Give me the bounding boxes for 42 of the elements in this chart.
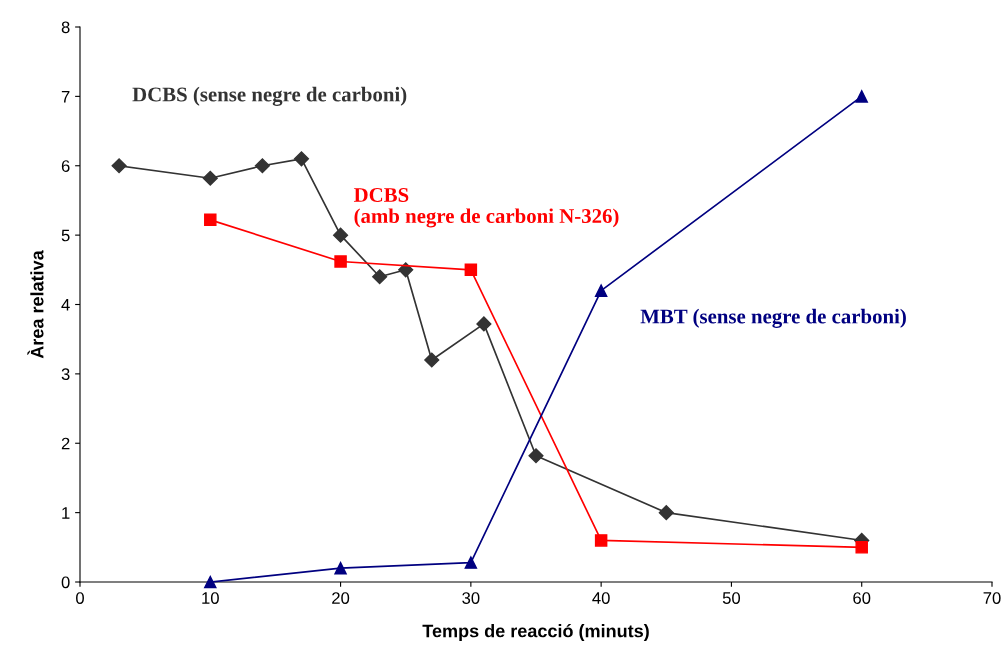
- point: [594, 284, 608, 297]
- x-tick-label: 50: [722, 592, 741, 604]
- x-tick-label: 20: [332, 592, 350, 604]
- x-tick-label: 10: [202, 592, 219, 604]
- point: [202, 170, 218, 186]
- point: [855, 541, 868, 554]
- point: [424, 352, 440, 368]
- y-tick-label: 4: [61, 299, 70, 311]
- y-tick-label: 3: [61, 368, 70, 381]
- y-tick-label: 5: [61, 229, 70, 242]
- x-tick-label: 0: [76, 592, 84, 604]
- point: [528, 448, 544, 464]
- y-axis-title: Àrea relativa: [27, 250, 44, 359]
- series-label: DCBS (amb negre de carboni N-326): [353, 187, 619, 228]
- point: [658, 505, 674, 521]
- y-tick-label: 2: [61, 437, 70, 450]
- point: [111, 158, 127, 174]
- point: [333, 227, 349, 243]
- y-tick-label: 6: [61, 160, 70, 172]
- y-tick-label: 7: [61, 90, 70, 103]
- x-tick-label: 60: [853, 592, 871, 604]
- point: [464, 263, 478, 277]
- x-tick-label: 70: [983, 592, 1001, 604]
- x-tick-label: 30: [462, 592, 480, 604]
- x-tick-label: 40: [592, 592, 610, 604]
- point: [334, 255, 347, 268]
- x-axis-title: Temps de reacció (minuts): [422, 623, 649, 641]
- y-tick-label: 8: [61, 21, 70, 34]
- point: [855, 90, 868, 103]
- point: [476, 316, 492, 332]
- point: [594, 534, 608, 547]
- point: [334, 561, 347, 575]
- text: DCBS (sense negre de carboni): [132, 86, 407, 106]
- point: [204, 575, 217, 589]
- point: [464, 556, 478, 569]
- y-tick-label: 1: [62, 507, 70, 519]
- y-tick-label: 0: [61, 576, 70, 589]
- point: [372, 269, 388, 285]
- point: [204, 213, 217, 227]
- point: [254, 158, 270, 174]
- series-label: MBT (sense negre de carboni): [640, 308, 906, 328]
- point: [293, 151, 310, 167]
